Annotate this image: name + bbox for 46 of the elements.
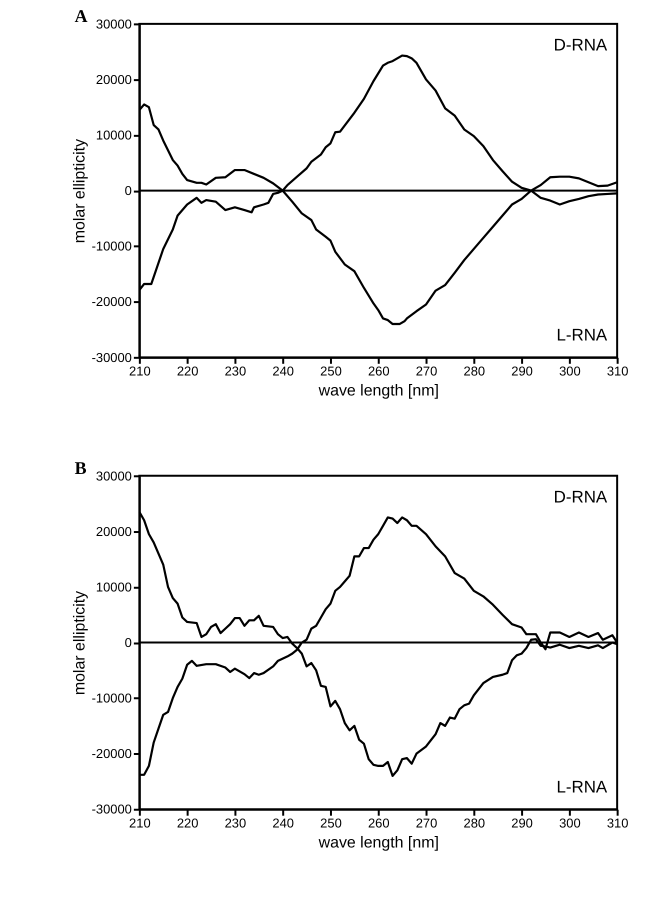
y-axis-title: molar ellipticity (72, 590, 89, 696)
x-tick-label: 260 (368, 816, 390, 831)
x-tick-label: 220 (176, 816, 198, 831)
x-tick-label: 240 (272, 364, 294, 379)
x-tick-label: 230 (224, 816, 246, 831)
y-axis-title: molar ellipticity (72, 138, 89, 244)
x-tick-label: 300 (559, 364, 581, 379)
x-tick-label: 270 (416, 364, 438, 379)
y-tick-label: 30000 (96, 468, 132, 484)
x-tick-label: 220 (176, 364, 198, 379)
x-tick-label: 260 (368, 364, 390, 379)
y-tick-label: 20000 (96, 72, 132, 87)
y-tick-label: 30000 (96, 16, 132, 32)
x-tick-label: 210 (129, 364, 151, 379)
y-tick-label: 0 (124, 634, 132, 650)
annotation: D-RNA (554, 36, 608, 55)
y-tick-label: -20000 (92, 746, 132, 762)
x-tick-label: 280 (464, 816, 486, 831)
y-tick-label: -30000 (92, 802, 132, 817)
x-tick-label: 290 (511, 816, 533, 831)
y-tick-label: -10000 (92, 238, 132, 254)
y-tick-label: 10000 (96, 128, 132, 143)
y-tick-label: -20000 (92, 294, 132, 310)
annotation: L-RNA (556, 777, 608, 796)
annotation: L-RNA (556, 325, 608, 344)
x-tick-label: 270 (416, 816, 438, 831)
x-tick-label: 250 (320, 364, 342, 379)
x-tick-label: 280 (464, 364, 486, 379)
x-axis-title: wave length [nm] (318, 834, 439, 852)
x-tick-label: 310 (606, 364, 628, 379)
x-tick-label: 240 (272, 816, 294, 831)
x-tick-label: 230 (224, 364, 246, 379)
y-tick-label: 0 (124, 183, 132, 198)
x-tick-label: 210 (129, 816, 151, 831)
y-tick-label: -30000 (92, 350, 132, 365)
chart-title: A (74, 6, 88, 26)
chart-title: B (74, 458, 87, 478)
y-tick-label: -10000 (92, 690, 132, 706)
annotation: D-RNA (554, 488, 608, 507)
y-tick-label: 20000 (96, 524, 132, 539)
x-tick-label: 250 (320, 816, 342, 831)
y-tick-label: 10000 (96, 579, 132, 594)
x-axis-title: wave length [nm] (318, 382, 439, 400)
x-tick-label: 300 (559, 816, 581, 831)
x-tick-label: 290 (511, 364, 533, 379)
x-tick-label: 310 (606, 816, 628, 831)
